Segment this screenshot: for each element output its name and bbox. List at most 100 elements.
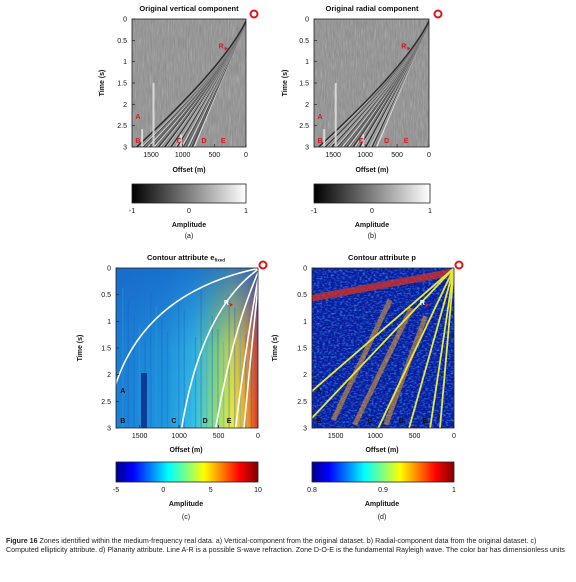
- x-tick-label: 1000: [171, 433, 187, 440]
- x-tick-label: 500: [213, 433, 225, 440]
- y-tick-label: 0.5: [117, 38, 127, 45]
- trace: [141, 129, 144, 147]
- colorbar: [311, 461, 455, 483]
- colorbar-tick-label: 1: [244, 208, 248, 215]
- colorbar-tick-label: 10: [254, 487, 262, 494]
- zone-label: B: [120, 418, 125, 425]
- panel-label: (d): [378, 514, 387, 521]
- y-tick-label: 0: [107, 266, 111, 273]
- colorbar-tick-label: 0.9: [378, 487, 388, 494]
- y-tick-label: 3: [305, 145, 309, 152]
- colorbar-label: Amplitude: [365, 501, 399, 508]
- trace: [152, 83, 155, 147]
- x-tick-label: 0: [427, 152, 431, 159]
- streak: [200, 290, 202, 428]
- y-axis-label: Time (s): [77, 335, 84, 362]
- interpretation-line: [116, 268, 258, 387]
- x-tick-label: 500: [391, 152, 403, 159]
- seismic-image: [132, 19, 246, 147]
- panel-c: Contour attribute efixed 0 0.5 1 1.5 2 2.5 3 15…: [77, 253, 268, 521]
- streak: [312, 268, 454, 302]
- x-tick-label: 1000: [357, 152, 373, 159]
- panel-a: Original vertical component 0 0.5 1 1.5 2 2.5…: [99, 4, 259, 240]
- y-tick-label: 1: [107, 319, 111, 326]
- panel-title: Original radial component: [326, 4, 419, 13]
- colorbar: [313, 183, 431, 204]
- streak: [206, 303, 208, 428]
- colorbar-tick-label: 0.8: [307, 487, 317, 494]
- streak: [133, 314, 135, 428]
- y-tick-label: 0: [305, 17, 309, 24]
- y-axis-label: Time (s): [99, 70, 106, 97]
- zone-label: C: [176, 138, 181, 145]
- zone-label: C: [171, 418, 176, 425]
- y-tick-label: 1.5: [297, 346, 307, 353]
- interpretation-line: [312, 268, 454, 393]
- streak: [155, 306, 157, 428]
- y-tick-label: 2: [123, 102, 127, 109]
- streak: [234, 308, 236, 428]
- y-tick-label: 0: [303, 266, 307, 273]
- panel-title: Contour attribute efixed: [147, 253, 225, 263]
- ellipticity-image: [116, 268, 258, 428]
- zone-label: R: [224, 300, 229, 307]
- colorbar-tick-label: 5: [209, 487, 213, 494]
- y-tick-label: 0.5: [297, 292, 307, 299]
- streak: [228, 295, 230, 428]
- r-arrow-icon: [229, 302, 233, 307]
- source-marker: [454, 260, 464, 270]
- streak: [178, 298, 180, 428]
- colorbar-label: Amplitude: [169, 501, 203, 508]
- trace: [334, 83, 337, 147]
- colorbar-tick-label: 0: [187, 208, 191, 215]
- colorbar-tick-label: 0: [370, 208, 374, 215]
- trace: [362, 134, 365, 147]
- trace: [179, 134, 182, 147]
- interpretation-line: [429, 268, 454, 428]
- y-tick-label: 1: [123, 59, 127, 66]
- interpretation-line: [180, 268, 258, 428]
- zone-label: R: [401, 43, 406, 50]
- trace: [323, 129, 326, 147]
- panel-title: Contour attribute p: [348, 253, 416, 262]
- x-tick-label: 1000: [367, 433, 383, 440]
- streak: [138, 327, 141, 428]
- y-tick-label: 0: [123, 17, 127, 24]
- y-tick-label: 3: [303, 426, 307, 433]
- zone-label: C: [367, 418, 372, 425]
- colorbar: [131, 183, 247, 204]
- zone-label: E: [404, 138, 409, 145]
- y-tick-label: 3: [123, 145, 127, 152]
- r-arrow-icon: [407, 46, 411, 51]
- zone-label: D: [399, 418, 404, 425]
- zone-label: A: [120, 388, 125, 395]
- colorbar-tick-label: -1: [129, 208, 135, 215]
- x-tick-label: 1000: [175, 152, 191, 159]
- colorbar: [115, 461, 259, 483]
- panel-title-main: Contour attribute e: [147, 253, 215, 262]
- seismic-image: [314, 19, 429, 147]
- y-tick-label: 2.5: [101, 399, 111, 406]
- interpretation-line: [214, 270, 258, 428]
- zone-label: R: [420, 300, 425, 307]
- x-tick-label: 500: [409, 433, 421, 440]
- zone-label: D: [202, 138, 207, 145]
- zone-label: A: [316, 388, 321, 395]
- r-arrow-icon: [224, 46, 228, 51]
- streak: [166, 332, 169, 428]
- source-marker: [258, 260, 268, 270]
- x-axis-label: Offset (m): [355, 167, 388, 174]
- streak: [217, 329, 219, 428]
- colorbar-tick-label: 0: [161, 487, 165, 494]
- zone-label: R: [219, 43, 224, 50]
- interpretation-line: [312, 268, 454, 420]
- streak: [250, 347, 253, 428]
- y-tick-label: 2.5: [297, 399, 307, 406]
- streak: [352, 306, 414, 426]
- zone-label: C: [359, 138, 364, 145]
- x-axis-label: Offset (m): [169, 447, 202, 454]
- y-tick-label: 1.5: [117, 81, 127, 88]
- interpretation-line: [439, 268, 454, 428]
- y-tick-label: 2: [107, 372, 111, 379]
